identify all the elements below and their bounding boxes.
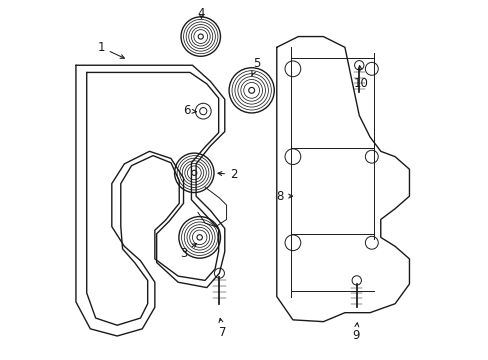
Text: 8: 8	[276, 190, 292, 203]
Circle shape	[285, 61, 300, 77]
Text: 5: 5	[251, 57, 260, 75]
Text: 7: 7	[219, 318, 226, 339]
Text: 3: 3	[180, 243, 196, 260]
Circle shape	[214, 268, 224, 278]
Circle shape	[351, 276, 361, 285]
Circle shape	[285, 149, 300, 165]
Text: 4: 4	[197, 7, 205, 20]
Circle shape	[248, 87, 254, 93]
Circle shape	[285, 235, 300, 251]
Circle shape	[191, 170, 197, 175]
Circle shape	[354, 60, 363, 70]
Circle shape	[198, 34, 203, 39]
Text: 6: 6	[183, 104, 196, 117]
Text: 9: 9	[351, 323, 359, 342]
Circle shape	[365, 62, 378, 75]
Circle shape	[365, 150, 378, 163]
Text: 10: 10	[353, 66, 368, 90]
Circle shape	[365, 236, 378, 249]
Text: 1: 1	[97, 41, 124, 58]
Circle shape	[197, 235, 202, 240]
Text: 2: 2	[218, 168, 237, 181]
